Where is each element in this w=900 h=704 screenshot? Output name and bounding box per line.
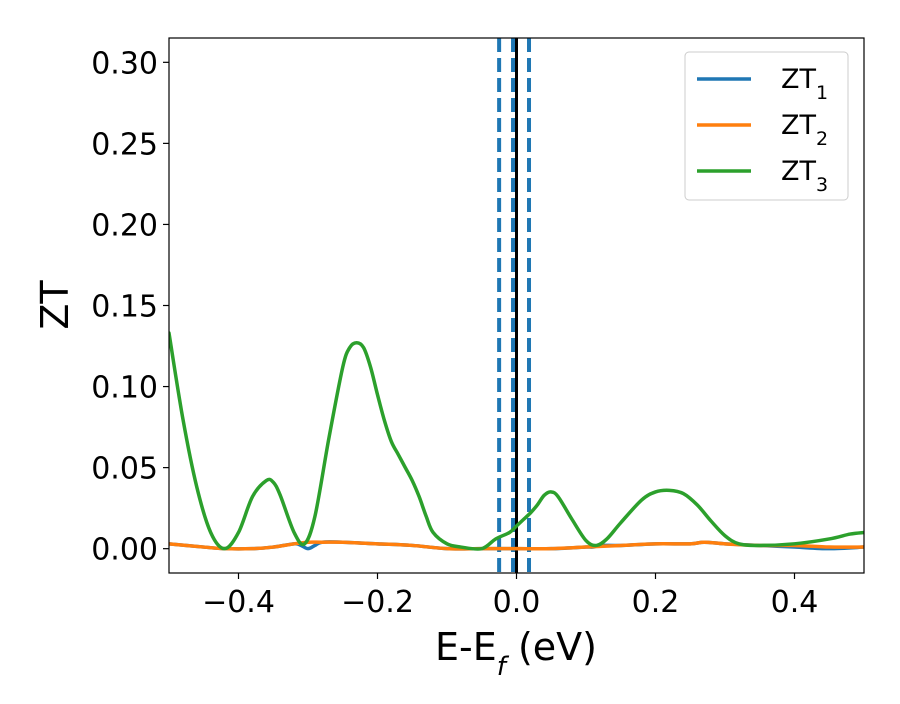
legend: ZT1 ZT2 ZT3 bbox=[684, 51, 849, 201]
y-tick-label: 0.30 bbox=[91, 46, 158, 81]
x-tick-label: 0.0 bbox=[493, 585, 541, 620]
legend-box bbox=[684, 51, 849, 201]
x-tick-label: 0.2 bbox=[632, 585, 680, 620]
legend-label-zt1: ZT1 bbox=[781, 64, 828, 104]
legend-label-zt2: ZT2 bbox=[781, 110, 828, 150]
x-tick-label: −0.2 bbox=[341, 585, 414, 620]
x-tick-label: −0.4 bbox=[202, 585, 275, 620]
y-tick-label: 0.20 bbox=[91, 208, 158, 243]
y-tick-label: 0.15 bbox=[91, 290, 158, 325]
series-line-zt3 bbox=[169, 331, 864, 551]
x-tick-label: 0.4 bbox=[771, 585, 819, 620]
y-axis-title: ZT bbox=[33, 280, 77, 330]
y-tick-label: 0.05 bbox=[91, 452, 158, 487]
y-tick-label: 0.25 bbox=[91, 127, 158, 162]
legend-label-zt3: ZT3 bbox=[781, 156, 828, 196]
y-tick-label: 0.00 bbox=[91, 533, 158, 568]
y-tick-label: 0.10 bbox=[91, 371, 158, 406]
x-axis-title: E-Ef (eV) bbox=[435, 625, 597, 682]
